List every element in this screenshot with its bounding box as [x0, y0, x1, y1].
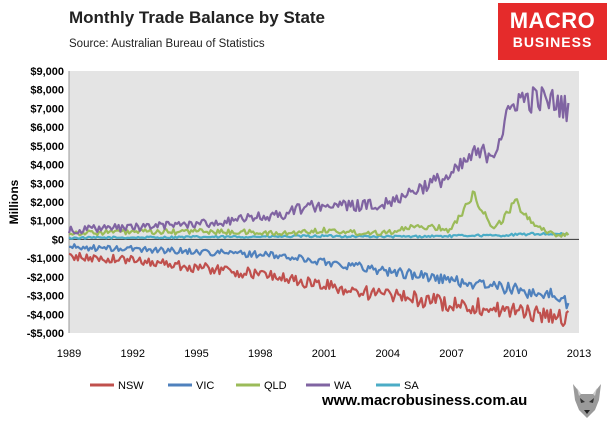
y-tick-label: $3,000: [30, 178, 64, 190]
y-tick-label: $6,000: [30, 122, 64, 134]
series-line-wa: [67, 86, 570, 235]
x-tick-label: 2010: [503, 348, 527, 360]
website-url[interactable]: www.macrobusiness.com.au: [322, 392, 528, 409]
y-tick-label: -$5,000: [27, 328, 64, 340]
y-tick-label: $8,000: [30, 85, 64, 97]
x-tick-label: 2001: [312, 348, 336, 360]
y-tick-label: $7,000: [30, 103, 64, 115]
logo-line-1: MACRO: [509, 8, 596, 33]
legend-label-qld: QLD: [264, 380, 287, 392]
series-line-qld: [68, 190, 570, 238]
logo-line-2: BUSINESS: [512, 34, 593, 50]
y-tick-label: -$4,000: [27, 309, 64, 321]
chart-title: Monthly Trade Balance by State: [69, 8, 326, 27]
y-tick-label: $2,000: [30, 197, 64, 209]
x-tick-label: 1995: [184, 348, 208, 360]
y-tick-label: $5,000: [30, 141, 64, 153]
y-tick-label: -$3,000: [27, 291, 64, 303]
legend-label-nsw: NSW: [118, 380, 144, 392]
wolf-logo-icon: [567, 380, 607, 420]
y-tick-label: $1,000: [30, 216, 64, 228]
macrobusiness-logo: MACRO BUSINESS: [498, 3, 607, 60]
y-axis-label: Millions: [7, 179, 21, 224]
x-tick-label: 2007: [439, 348, 463, 360]
legend-label-vic: VIC: [196, 380, 214, 392]
plot-area: [69, 71, 579, 333]
y-tick-label: $0: [52, 234, 64, 246]
series-line-nsw: [68, 251, 570, 327]
y-tick-label: $9,000: [30, 66, 64, 78]
y-tick-label: -$2,000: [27, 272, 64, 284]
x-tick-label: 1998: [248, 348, 272, 360]
y-tick-label: $4,000: [30, 160, 64, 172]
x-tick-label: 1992: [121, 348, 145, 360]
x-tick-label: 2004: [376, 348, 400, 360]
series-line-vic: [68, 243, 570, 310]
x-tick-label: 2013: [567, 348, 591, 360]
legend-label-sa: SA: [404, 380, 419, 392]
legend-label-wa: WA: [334, 380, 352, 392]
y-tick-label: -$1,000: [27, 253, 64, 265]
x-tick-label: 1989: [57, 348, 81, 360]
series-line-sa: [68, 231, 569, 240]
chart-source: Source: Australian Bureau of Statistics: [69, 38, 265, 50]
